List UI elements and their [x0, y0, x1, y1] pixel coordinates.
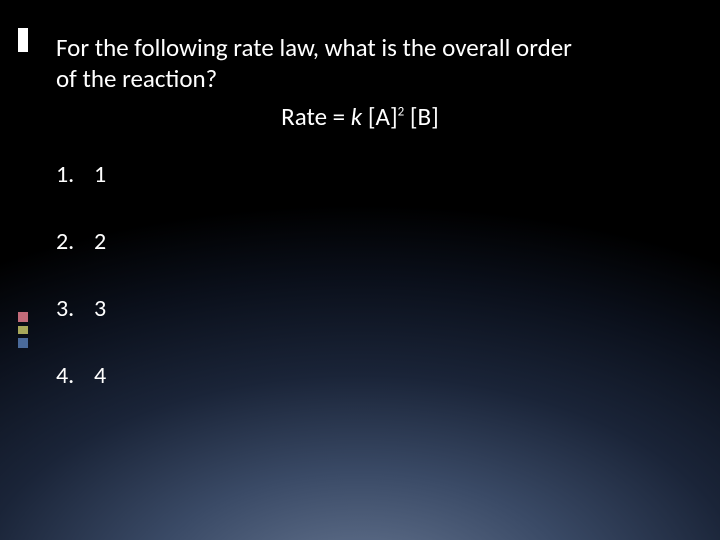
accent-gap: [18, 52, 28, 312]
question-line-1: For the following rate law, what is the …: [56, 32, 572, 63]
eq-b: [B]: [404, 101, 439, 132]
question-text: For the following rate law, what is the …: [56, 32, 664, 95]
option-number: 4.: [56, 361, 94, 390]
slide: For the following rate law, what is the …: [0, 0, 720, 540]
question-line-2: of the reaction?: [56, 63, 217, 94]
option-number: 2.: [56, 227, 94, 256]
accent-seg-pink: [18, 312, 28, 322]
accent-seg-blue: [18, 338, 28, 348]
option-2[interactable]: 2. 2: [56, 227, 664, 256]
option-value: 4: [94, 361, 106, 390]
accent-seg-olive: [18, 326, 28, 334]
eq-a: [A]: [362, 101, 397, 132]
option-1[interactable]: 1. 1: [56, 160, 664, 189]
option-value: 1: [94, 160, 106, 189]
option-4[interactable]: 4. 4: [56, 361, 664, 390]
accent-rail: [18, 0, 28, 540]
option-value: 2: [94, 227, 106, 256]
option-value: 3: [94, 294, 106, 323]
option-number: 3.: [56, 294, 94, 323]
option-3[interactable]: 3. 3: [56, 294, 664, 323]
accent-seg-white: [18, 28, 28, 52]
option-number: 1.: [56, 160, 94, 189]
accent-gap: [18, 348, 28, 540]
options-list: 1. 1 2. 2 3. 3 4. 4: [56, 160, 664, 390]
eq-k: k: [351, 101, 362, 132]
rate-equation: Rate = k [A]2 [B]: [56, 101, 664, 132]
eq-prefix: Rate =: [281, 101, 351, 132]
